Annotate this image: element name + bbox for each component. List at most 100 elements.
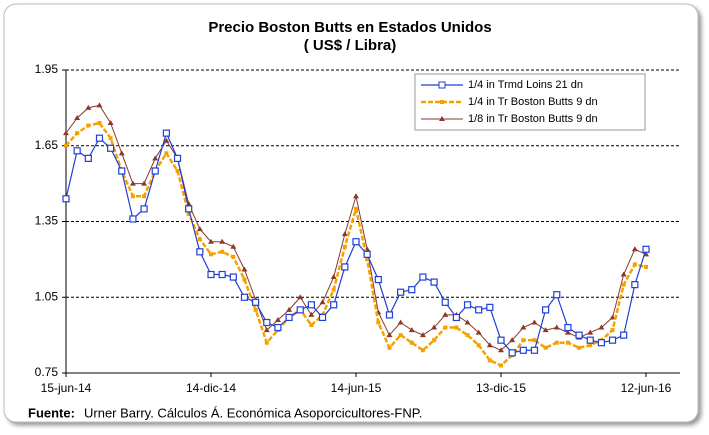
legend-label: 1/4 in Trmd Loins 21 dn [468, 79, 583, 91]
marker [196, 226, 203, 232]
marker [431, 324, 438, 330]
marker [219, 238, 226, 244]
marker [352, 238, 360, 246]
marker [644, 264, 648, 269]
marker [432, 338, 437, 343]
marker [263, 318, 271, 327]
marker [230, 243, 237, 249]
chart-subtitle: ( US$ / Libra) [304, 37, 397, 54]
marker [554, 340, 559, 345]
marker [242, 277, 247, 282]
y-tick-label: 0.75 [35, 365, 59, 379]
marker [374, 275, 382, 284]
y-tick-label: 1.65 [35, 138, 59, 152]
marker [175, 169, 180, 173]
marker [130, 194, 135, 199]
marker [252, 298, 260, 306]
marker [621, 282, 626, 287]
marker [319, 299, 326, 305]
marker [140, 205, 148, 213]
marker [588, 343, 593, 348]
marker [486, 342, 493, 348]
marker [96, 102, 103, 108]
y-tick-label: 1.95 [35, 62, 59, 76]
marker [420, 348, 425, 353]
marker [308, 311, 315, 317]
marker [363, 250, 371, 258]
marker [285, 313, 293, 322]
marker [487, 358, 492, 363]
marker [442, 311, 449, 317]
marker [365, 257, 370, 262]
marker [118, 167, 126, 175]
marker [642, 245, 650, 253]
marker [86, 123, 91, 128]
marker [330, 274, 337, 280]
source-text: Urner Barry. Cálculos Á. Económica Asopo… [84, 405, 422, 420]
marker [531, 319, 538, 325]
marker [519, 346, 527, 354]
marker [341, 231, 348, 237]
marker [397, 319, 404, 325]
marker [620, 271, 627, 277]
marker [307, 301, 315, 309]
marker [240, 293, 249, 301]
marker [564, 329, 571, 335]
marker [107, 144, 115, 152]
marker [587, 329, 594, 335]
marker [610, 328, 615, 333]
marker [454, 325, 459, 330]
marker [196, 248, 204, 256]
y-tick-label: 1.05 [35, 289, 59, 303]
marker [173, 154, 182, 162]
marker [152, 155, 159, 161]
marker [398, 333, 403, 338]
marker [530, 346, 539, 354]
legend-marker [440, 100, 444, 104]
marker [553, 291, 561, 299]
marker [141, 180, 148, 186]
marker [509, 337, 516, 343]
marker [577, 345, 582, 350]
legend-label: 1/8 in Tr Boston Butts 9 dn [468, 113, 598, 125]
marker [397, 288, 405, 296]
marker [75, 131, 80, 136]
marker [241, 266, 248, 272]
marker [73, 147, 81, 155]
marker [297, 294, 304, 300]
marker [632, 262, 637, 267]
marker [208, 238, 214, 244]
marker [129, 215, 137, 223]
marker [63, 130, 69, 136]
marker [543, 345, 548, 350]
marker [542, 327, 549, 333]
marker [97, 121, 102, 126]
marker [631, 281, 639, 289]
marker [620, 331, 628, 339]
marker [85, 104, 92, 110]
marker [608, 336, 617, 344]
x-tick-label: 14-jun-15 [331, 381, 382, 395]
marker [142, 194, 147, 199]
marker [330, 301, 338, 309]
marker [197, 237, 202, 242]
marker [386, 332, 393, 338]
marker [64, 143, 68, 148]
marker [108, 136, 113, 141]
marker [443, 325, 448, 330]
marker [74, 114, 81, 120]
marker [387, 345, 392, 350]
y-tick-label: 1.35 [35, 214, 59, 228]
marker [164, 151, 169, 156]
marker [532, 338, 537, 343]
marker [309, 323, 314, 328]
chart-title: Precio Boston Butts en Estados Unidos [208, 19, 491, 36]
marker [107, 120, 114, 126]
legend-label: 1/4 in Tr Boston Butts 9 dn [468, 96, 598, 108]
marker [508, 349, 516, 357]
marker [263, 327, 270, 333]
marker [385, 311, 394, 319]
x-tick-label: 15-jun-14 [41, 381, 92, 395]
marker [354, 206, 358, 211]
